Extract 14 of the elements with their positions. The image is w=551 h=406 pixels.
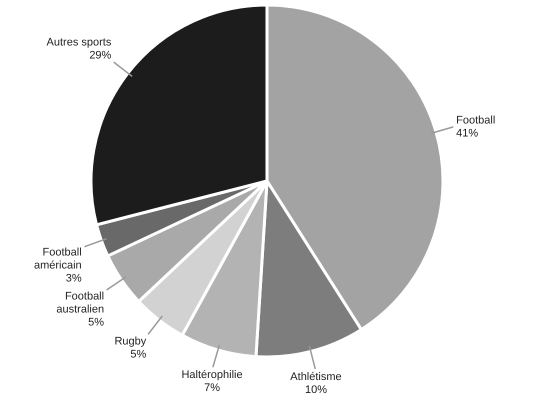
data-label: 3% [66,272,82,285]
slice-label: Haltérophilie [181,369,243,382]
slice-label: Rugby [114,336,147,348]
data-label: 5% [130,348,146,361]
data-label: 5% [88,316,104,329]
slice-label: Football [456,114,496,127]
slice-label: Football américain [34,246,82,272]
slice-label: Athlétisme [290,370,342,383]
data-label: 10% [304,384,328,396]
data-label: 29% [89,49,112,62]
slice-label: Football australien [56,290,104,316]
data-label: 41% [456,128,478,140]
data-label: 7% [204,382,220,394]
slice-label: Autres sports [46,36,112,48]
